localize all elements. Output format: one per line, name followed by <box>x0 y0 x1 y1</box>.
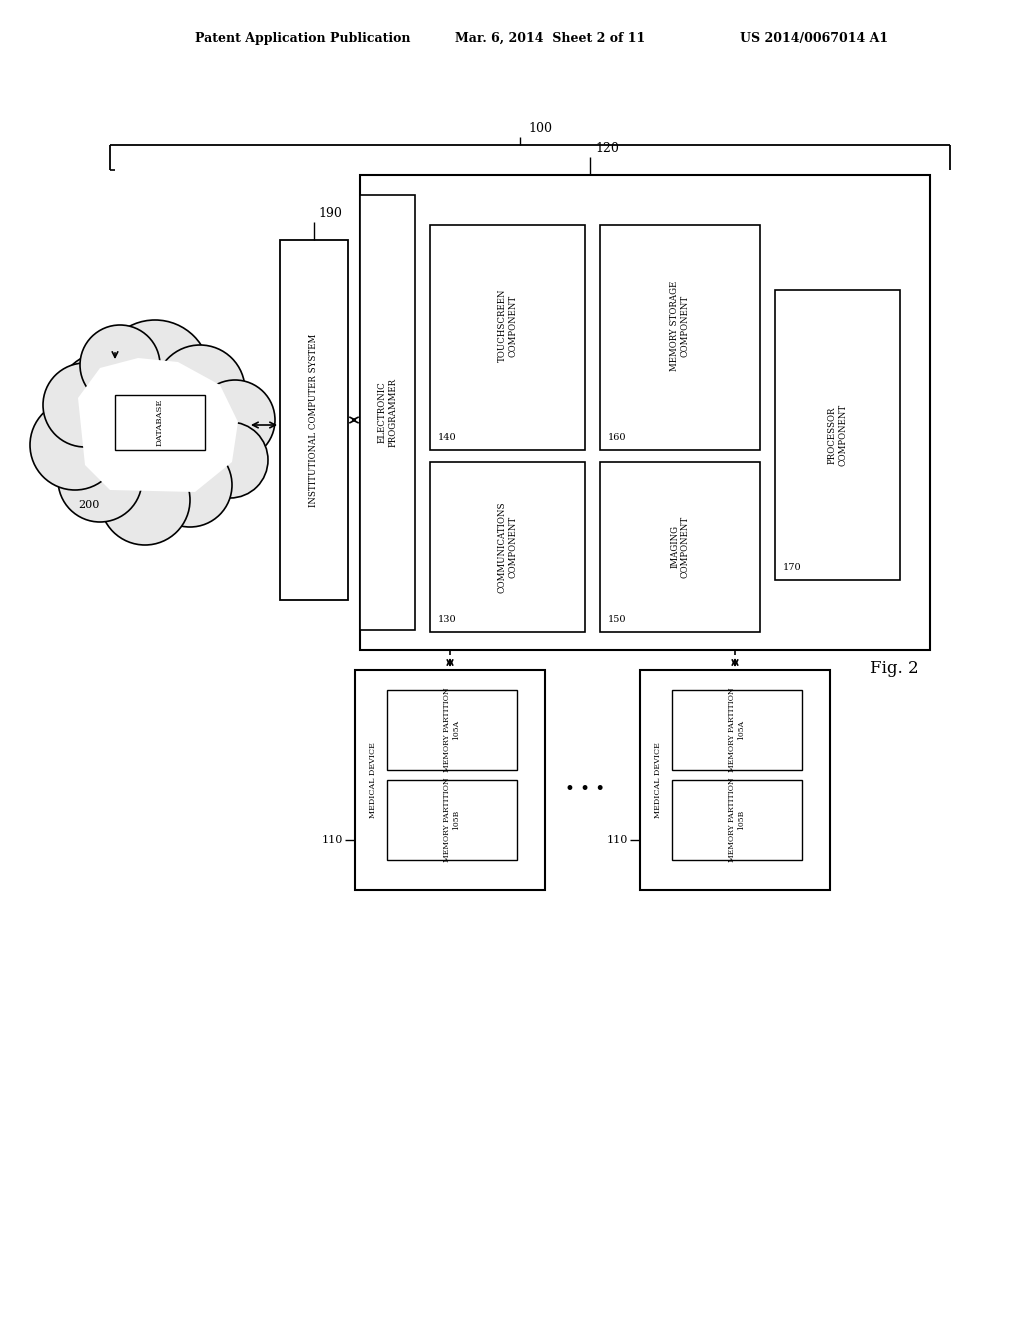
Bar <box>115 395 205 450</box>
Bar <box>355 671 545 890</box>
Text: Patent Application Publication: Patent Application Publication <box>195 32 411 45</box>
Bar <box>360 195 415 630</box>
Bar <box>387 780 517 861</box>
Circle shape <box>57 352 153 447</box>
Bar <box>387 690 517 770</box>
Text: 100: 100 <box>528 121 552 135</box>
Text: 170: 170 <box>783 564 802 572</box>
Bar <box>430 224 585 450</box>
Text: • • •: • • • <box>565 781 605 799</box>
Circle shape <box>30 400 120 490</box>
Text: ELECTRONIC
PROGRAMMER: ELECTRONIC PROGRAMMER <box>378 378 397 447</box>
Text: MEMORY PARTITION
105A: MEMORY PARTITION 105A <box>443 688 461 772</box>
Text: 110: 110 <box>606 836 628 845</box>
Bar <box>672 690 802 770</box>
Bar <box>672 780 802 861</box>
Circle shape <box>58 438 142 521</box>
Circle shape <box>148 444 232 527</box>
Text: 150: 150 <box>608 615 627 624</box>
Text: PROCESSOR
COMPONENT: PROCESSOR COMPONENT <box>827 404 847 466</box>
Circle shape <box>100 319 210 430</box>
Text: INSTITUTIONAL COMPUTER SYSTEM: INSTITUTIONAL COMPUTER SYSTEM <box>309 334 318 507</box>
Text: MEDICAL DEVICE: MEDICAL DEVICE <box>654 742 662 818</box>
Text: US 2014/0067014 A1: US 2014/0067014 A1 <box>740 32 888 45</box>
Text: IMAGING
COMPONENT: IMAGING COMPONENT <box>671 516 690 578</box>
Polygon shape <box>72 350 245 506</box>
Polygon shape <box>78 358 238 492</box>
Bar <box>775 290 900 579</box>
Text: TOUCHSCREEN
COMPONENT: TOUCHSCREEN COMPONENT <box>498 289 517 362</box>
Text: 140: 140 <box>438 433 457 442</box>
Text: 200: 200 <box>78 500 99 510</box>
Bar <box>360 176 930 649</box>
Circle shape <box>193 422 268 498</box>
Circle shape <box>100 455 190 545</box>
Bar <box>280 240 348 601</box>
Text: 160: 160 <box>608 433 627 442</box>
Text: 110: 110 <box>322 836 343 845</box>
Bar <box>600 462 760 632</box>
Bar <box>600 224 760 450</box>
Circle shape <box>43 363 127 447</box>
Text: MEMORY PARTITION
105A: MEMORY PARTITION 105A <box>728 688 745 772</box>
Text: Fig. 2: Fig. 2 <box>870 660 919 677</box>
Text: MEMORY PARTITION
105B: MEMORY PARTITION 105B <box>728 777 745 862</box>
Text: 120: 120 <box>595 143 618 154</box>
Bar <box>430 462 585 632</box>
Circle shape <box>155 345 245 436</box>
Text: MEMORY PARTITION
105B: MEMORY PARTITION 105B <box>443 777 461 862</box>
Bar <box>640 671 830 890</box>
Circle shape <box>195 380 275 459</box>
Text: Mar. 6, 2014  Sheet 2 of 11: Mar. 6, 2014 Sheet 2 of 11 <box>455 32 645 45</box>
Text: COMMUNICATIONS
COMPONENT: COMMUNICATIONS COMPONENT <box>498 502 517 593</box>
Text: 190: 190 <box>318 207 342 220</box>
Text: DATABASE: DATABASE <box>156 399 164 446</box>
Text: MEMORY STORAGE
COMPONENT: MEMORY STORAGE COMPONENT <box>671 280 690 371</box>
Text: 130: 130 <box>438 615 457 624</box>
Text: MEDICAL DEVICE: MEDICAL DEVICE <box>369 742 377 818</box>
Circle shape <box>80 325 160 405</box>
